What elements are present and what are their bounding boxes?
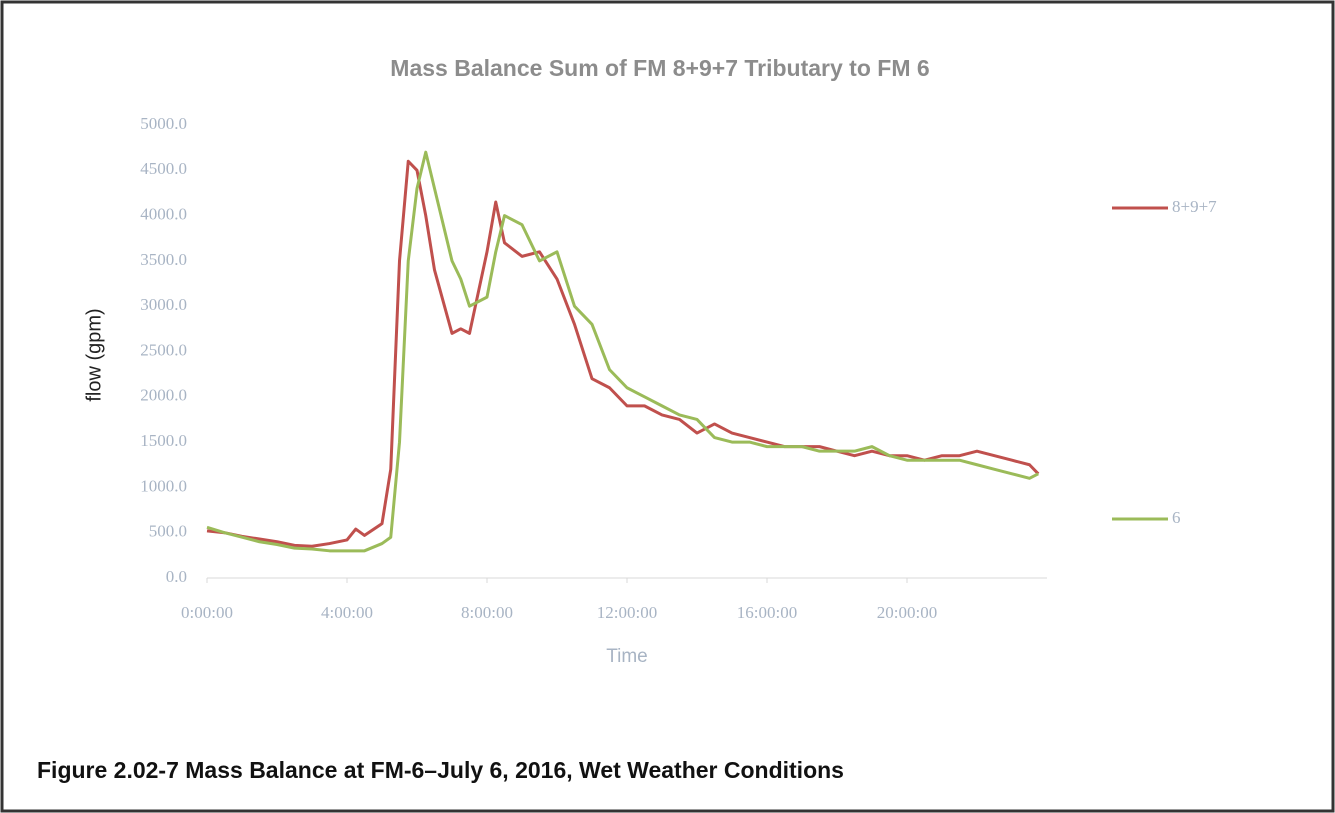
y-tick-label: 3000.0 xyxy=(140,295,187,314)
legend-label: 6 xyxy=(1172,508,1181,527)
y-tick-label: 4000.0 xyxy=(140,205,187,224)
y-tick-label: 1500.0 xyxy=(140,431,187,450)
line-series xyxy=(206,150,1039,553)
y-tick-label: 500.0 xyxy=(149,522,187,541)
caption: Figure 2.02-7 Mass Balance at FM-6–July … xyxy=(37,757,844,783)
y-axis-label: flow (gpm) xyxy=(83,308,105,401)
legend-label: 8+9+7 xyxy=(1172,197,1217,216)
y-tick-label: 1000.0 xyxy=(140,476,187,495)
x-tick-label: 4:00:00 xyxy=(321,603,373,622)
y-tick-label: 2000.0 xyxy=(140,386,187,405)
y-tick-label: 0.0 xyxy=(166,567,187,586)
chart-title: Mass Balance Sum of FM 8+9+7 Tributary t… xyxy=(390,55,929,81)
y-tick-label: 3500.0 xyxy=(140,250,187,269)
y-tick-label: 5000.0 xyxy=(140,114,187,133)
x-tick-label: 16:00:00 xyxy=(737,603,797,622)
x-tick-label: 12:00:00 xyxy=(597,603,657,622)
line-series xyxy=(206,159,1040,548)
x-tick-label: 0:00:00 xyxy=(181,603,233,622)
x-axis-label: Time xyxy=(606,646,648,667)
x-tick-label: 20:00:00 xyxy=(877,603,937,622)
y-tick-label: 4500.0 xyxy=(140,159,187,178)
y-tick-label: 2500.0 xyxy=(140,340,187,359)
x-tick-label: 8:00:00 xyxy=(461,603,513,622)
